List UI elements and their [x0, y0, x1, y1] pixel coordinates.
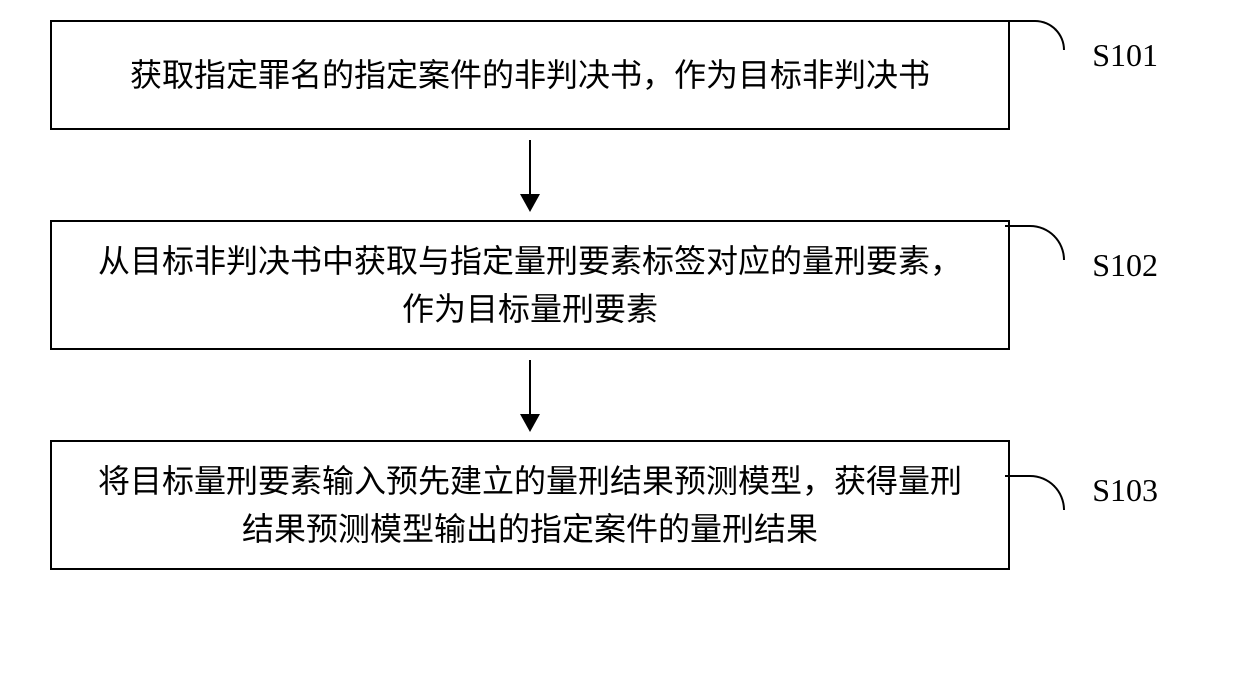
step-label-3: S103: [1092, 472, 1158, 509]
step-text-1: 获取指定罪名的指定案件的非判决书，作为目标非判决书: [130, 51, 930, 99]
arrow-line-2: [529, 360, 531, 430]
step-box-3: 将目标量刑要素输入预先建立的量刑结果预测模型，获得量刑结果预测模型输出的指定案件…: [50, 440, 1010, 570]
step-text-2: 从目标非判决书中获取与指定量刑要素标签对应的量刑要素，作为目标量刑要素: [92, 237, 968, 333]
arrow-2: [50, 350, 1010, 440]
arrow-head-1: [520, 194, 540, 212]
step-box-1: 获取指定罪名的指定案件的非判决书，作为目标非判决书 S101: [50, 20, 1010, 130]
step-text-3: 将目标量刑要素输入预先建立的量刑结果预测模型，获得量刑结果预测模型输出的指定案件…: [92, 457, 968, 553]
step-box-2: 从目标非判决书中获取与指定量刑要素标签对应的量刑要素，作为目标量刑要素 S102: [50, 220, 1010, 350]
step-label-1: S101: [1092, 37, 1158, 74]
arrow-line-1: [529, 140, 531, 210]
arrow-head-2: [520, 414, 540, 432]
arrow-1: [50, 130, 1010, 220]
step-label-2: S102: [1092, 247, 1158, 284]
